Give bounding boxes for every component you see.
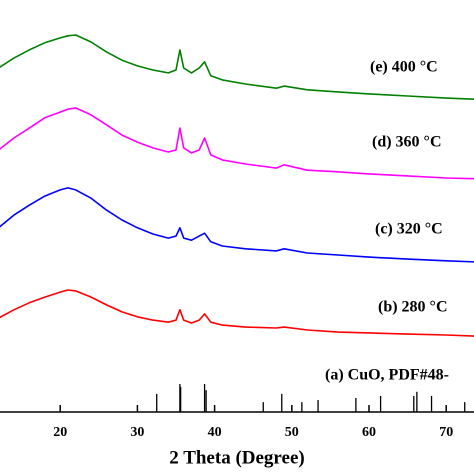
series-label: (c) 320 °C (375, 221, 443, 238)
x-tick-label: 50 (285, 425, 299, 440)
series-line (0, 187, 474, 263)
x-tick-label: 20 (53, 425, 67, 440)
series-label: (b) 280 °C (378, 299, 448, 316)
series-label: (e) 400 °C (370, 59, 438, 76)
series-line (0, 34, 474, 100)
series-label: (d) 360 °C (372, 134, 442, 151)
x-axis-label: 2 Theta (Degree) (169, 447, 304, 468)
series-line (0, 289, 474, 337)
reference-label: (a) CuO, PDF#48- (325, 367, 449, 384)
x-tick-label: 40 (208, 425, 222, 440)
x-tick-label: 70 (439, 425, 453, 440)
x-tick-label: 30 (130, 425, 144, 440)
x-tick-label: 60 (362, 425, 376, 440)
series-line (0, 107, 474, 180)
